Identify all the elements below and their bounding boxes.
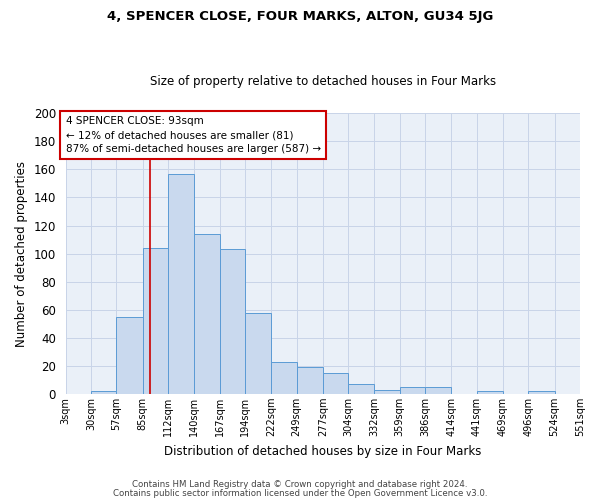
Bar (348, 384, 374, 394)
Bar (374, 390, 400, 394)
Bar (245, 312, 271, 394)
Y-axis label: Number of detached properties: Number of detached properties (15, 160, 28, 346)
Bar (168, 174, 194, 394)
Bar (323, 373, 348, 394)
Bar (400, 387, 425, 394)
Bar (477, 391, 503, 394)
Bar (425, 387, 451, 394)
Text: Contains public sector information licensed under the Open Government Licence v3: Contains public sector information licen… (113, 490, 487, 498)
Text: 4 SPENCER CLOSE: 93sqm
← 12% of detached houses are smaller (81)
87% of semi-det: 4 SPENCER CLOSE: 93sqm ← 12% of detached… (65, 116, 321, 154)
Bar (143, 248, 168, 394)
X-axis label: Distribution of detached houses by size in Four Marks: Distribution of detached houses by size … (164, 444, 482, 458)
Bar (194, 234, 220, 394)
Text: 4, SPENCER CLOSE, FOUR MARKS, ALTON, GU34 5JG: 4, SPENCER CLOSE, FOUR MARKS, ALTON, GU3… (107, 10, 493, 23)
Title: Size of property relative to detached houses in Four Marks: Size of property relative to detached ho… (150, 76, 496, 88)
Bar (116, 316, 143, 394)
Bar (271, 362, 296, 394)
Bar (296, 367, 323, 394)
Bar (91, 391, 116, 394)
Text: Contains HM Land Registry data © Crown copyright and database right 2024.: Contains HM Land Registry data © Crown c… (132, 480, 468, 489)
Bar (529, 391, 554, 394)
Bar (220, 250, 245, 394)
